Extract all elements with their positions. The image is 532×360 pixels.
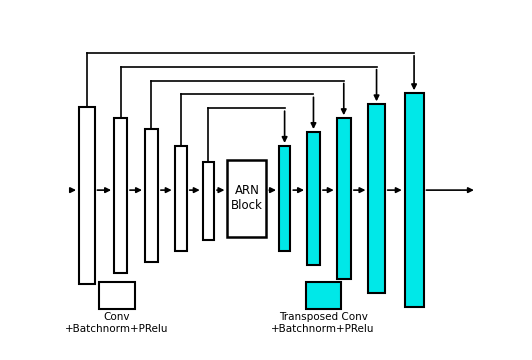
- Bar: [79, 107, 95, 284]
- Bar: [279, 146, 290, 251]
- Bar: [203, 162, 214, 240]
- Text: ARN
Block: ARN Block: [231, 184, 263, 212]
- Bar: [337, 118, 351, 279]
- Bar: [227, 159, 267, 237]
- Bar: [145, 129, 158, 262]
- Bar: [305, 282, 340, 309]
- Bar: [99, 282, 135, 309]
- Text: Transposed Conv
+Batchnorm+PRelu: Transposed Conv +Batchnorm+PRelu: [271, 312, 375, 334]
- Bar: [404, 93, 423, 307]
- Text: Conv
+Batchnorm+PRelu: Conv +Batchnorm+PRelu: [65, 312, 169, 334]
- Bar: [114, 118, 127, 273]
- Bar: [174, 146, 187, 251]
- Bar: [307, 132, 320, 265]
- Bar: [368, 104, 385, 293]
